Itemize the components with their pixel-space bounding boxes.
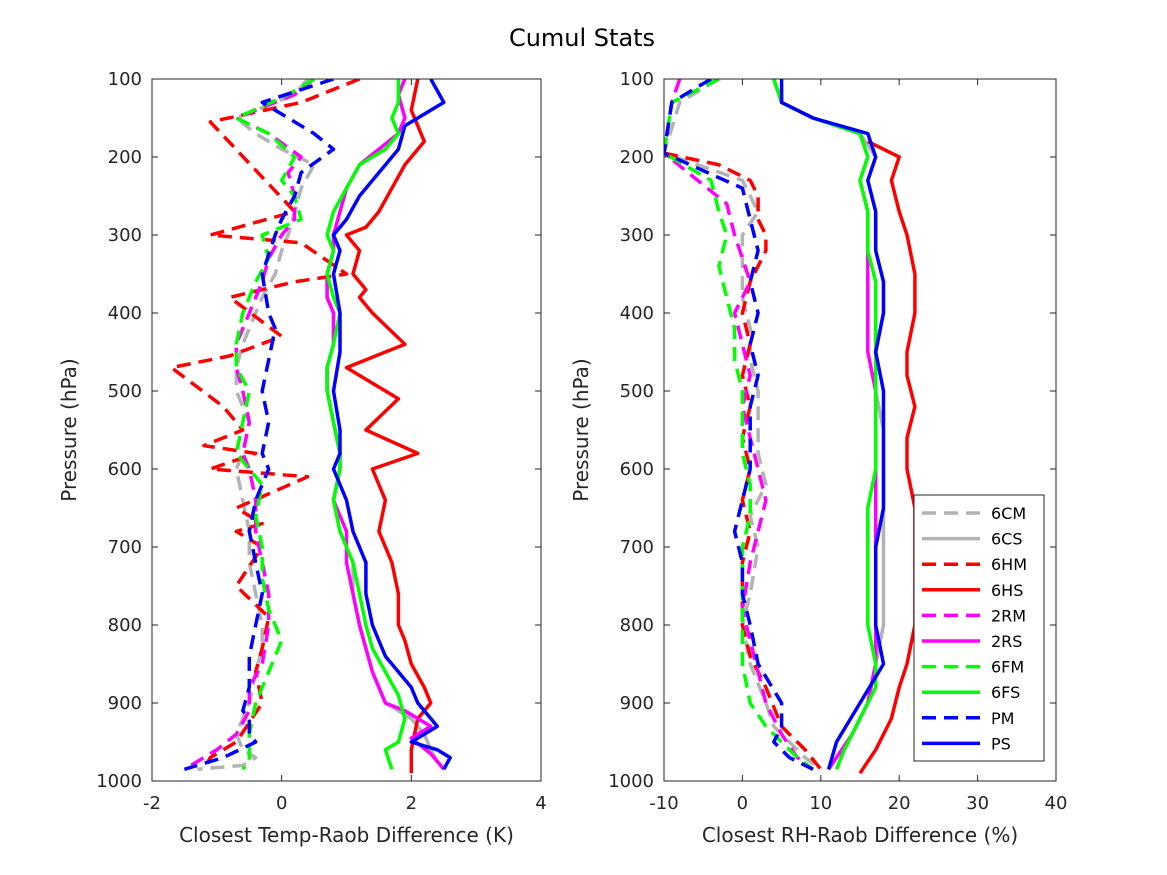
- series-line-6fs: [772, 79, 878, 770]
- legend-label: 2RM: [991, 606, 1026, 625]
- legend-label: 2RS: [991, 632, 1022, 651]
- series-line-pm: [664, 79, 814, 771]
- legend-label: PS: [991, 734, 1011, 753]
- x-tick-label: -10: [649, 793, 678, 814]
- y-tick-label: 700: [108, 537, 142, 558]
- y-tick-label: 400: [108, 303, 142, 324]
- y-axis-label: Pressure (hPa): [569, 358, 593, 501]
- y-tick-label: 900: [620, 693, 654, 714]
- legend-label: 6CS: [991, 530, 1023, 549]
- legend-label: 6CM: [991, 504, 1026, 523]
- series-line-6hs: [344, 79, 433, 774]
- legend-entry-6cm: 6CM: [922, 504, 1026, 523]
- legend-label: 6FS: [991, 683, 1020, 702]
- axes-box: [151, 78, 542, 782]
- x-tick-label: -2: [143, 793, 161, 814]
- series-line-6cm: [664, 79, 822, 771]
- series-line-ps: [331, 79, 452, 771]
- panel-1: -2 0 2 4 100 200 300 400 500 600 700 800 900 1000 Clos…: [57, 69, 547, 847]
- x-tick-label: 10: [809, 793, 832, 814]
- x-tick-label: 4: [535, 793, 546, 814]
- legend-box: [913, 494, 1045, 762]
- y-tick-label: 600: [620, 459, 654, 480]
- series-line-6hs: [858, 139, 917, 775]
- legend-entry-pm: PM: [922, 709, 1014, 728]
- legend: 6CM 6CS 6HM 6HS 2RM 2RS 6FM 6FS PM PS: [913, 494, 1045, 762]
- y-tick-label: 800: [620, 615, 654, 636]
- y-axis-label: Pressure (hPa): [57, 358, 81, 501]
- y-tick-label: 1000: [96, 771, 142, 792]
- y-tick-label: 800: [108, 615, 142, 636]
- y-tick-label: 100: [108, 69, 142, 90]
- y-tick-label: 500: [620, 381, 654, 402]
- y-tick-label: 600: [108, 459, 142, 480]
- series-line-ps: [779, 79, 886, 770]
- legend-entry-ps: PS: [922, 734, 1011, 753]
- series-group: [664, 79, 917, 775]
- series-line-6fm: [664, 79, 815, 771]
- legend-label: 6HS: [991, 581, 1023, 600]
- x-tick-label: 30: [966, 793, 989, 814]
- legend-entry-2rm: 2RM: [922, 606, 1026, 625]
- legend-label: 6FM: [991, 658, 1024, 677]
- y-tick-label: 300: [108, 225, 142, 246]
- x-tick-label: 20: [888, 793, 911, 814]
- series-line-2rm: [664, 79, 815, 771]
- y-tick-label: 400: [620, 303, 654, 324]
- x-tick-label: 2: [406, 793, 417, 814]
- series-line-pm: [183, 79, 336, 771]
- series-line-6fm: [234, 79, 316, 771]
- legend-label: PM: [991, 709, 1014, 728]
- panel-2: -10 0 10 20 30 40 100 200 300 400 500 600 700 800 900 1…: [569, 69, 1067, 847]
- x-tick-label: 0: [276, 793, 287, 814]
- figure-title: Cumul Stats: [509, 24, 655, 52]
- y-tick-label: 100: [620, 69, 654, 90]
- plots-layer: -2 0 2 41002003004005006007008009001000Clos…: [57, 69, 1067, 847]
- x-tick-label: 0: [737, 793, 748, 814]
- legend-entry-6fm: 6FM: [922, 658, 1024, 677]
- legend-label: 6HM: [991, 555, 1027, 574]
- legend-entry-6fs: 6FS: [922, 683, 1020, 702]
- y-tick-label: 500: [108, 381, 142, 402]
- series-line-6fs: [325, 79, 407, 770]
- y-tick-label: 200: [108, 147, 142, 168]
- series-line-6hm: [169, 79, 361, 771]
- y-tick-label: 700: [620, 537, 654, 558]
- x-axis-label: Closest RH-Raob Difference (%): [702, 823, 1018, 847]
- y-tick-label: 200: [620, 147, 654, 168]
- legend-entry-6hs: 6HS: [922, 581, 1023, 600]
- legend-entry-6hm: 6HM: [922, 555, 1027, 574]
- y-tick-label: 300: [620, 225, 654, 246]
- y-tick-label: 1000: [608, 771, 654, 792]
- legend-entry-6cs: 6CS: [922, 530, 1023, 549]
- x-axis-label: Closest Temp-Raob Difference (K): [179, 823, 514, 847]
- x-tick-label: 40: [1045, 793, 1068, 814]
- legend-entry-2rs: 2RS: [922, 632, 1022, 651]
- series-group: [169, 79, 452, 774]
- axes-box: [663, 78, 1057, 782]
- y-tick-label: 900: [108, 693, 142, 714]
